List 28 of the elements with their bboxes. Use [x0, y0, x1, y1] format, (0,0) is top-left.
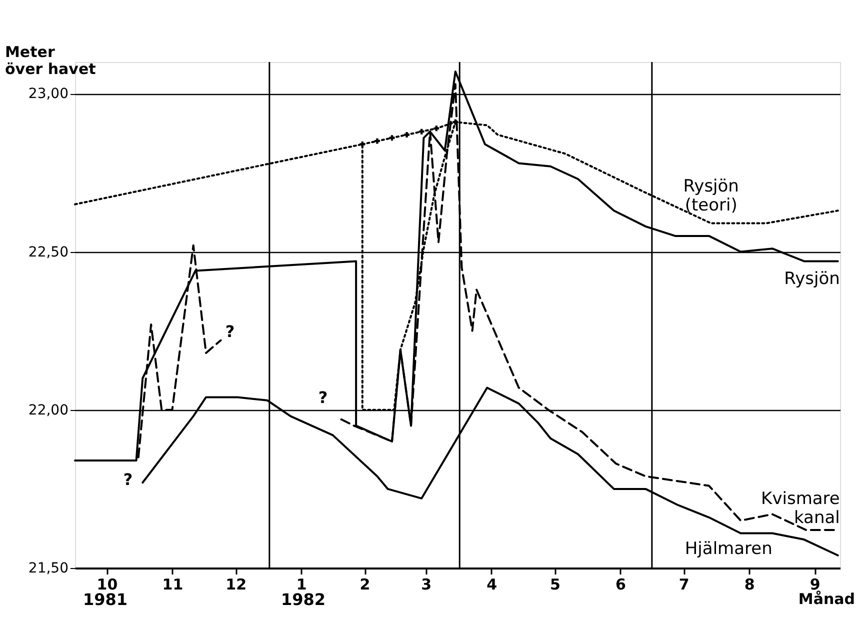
series-label: Kvismare kanal [761, 489, 840, 528]
x-tick-label: 7 [678, 576, 690, 594]
x-tick-label: 3 [421, 576, 432, 594]
annotation: ? [318, 388, 328, 407]
point [360, 141, 366, 147]
y-tick-label: 21,50 [28, 560, 68, 576]
point [389, 135, 395, 141]
x-tick-label: 5 [550, 576, 560, 594]
x-tick-label: 6 [616, 576, 626, 594]
annotation: ? [225, 322, 235, 341]
y-tick-label: 23,00 [28, 86, 68, 102]
series-label: Rysjön [784, 269, 840, 290]
series-label: Hjälmaren [684, 539, 772, 560]
x-tick-label: 12 [226, 576, 247, 594]
point [374, 138, 380, 144]
point [404, 132, 410, 138]
point [452, 119, 458, 125]
x-tick-label: 4 [486, 576, 498, 594]
y-axis-title: Meter över havet [5, 43, 96, 78]
series-label: Rysjön (teori) [683, 176, 739, 216]
x-tick-label: 8 [744, 576, 755, 594]
x-tick-label: 11 [162, 576, 184, 594]
point [434, 126, 440, 132]
annotation: ? [123, 470, 133, 489]
point [418, 128, 424, 134]
x-tick-label: 2 [360, 576, 370, 594]
y-tick-label: 22,50 [28, 244, 68, 260]
y-tick-label: 22,00 [28, 402, 68, 418]
